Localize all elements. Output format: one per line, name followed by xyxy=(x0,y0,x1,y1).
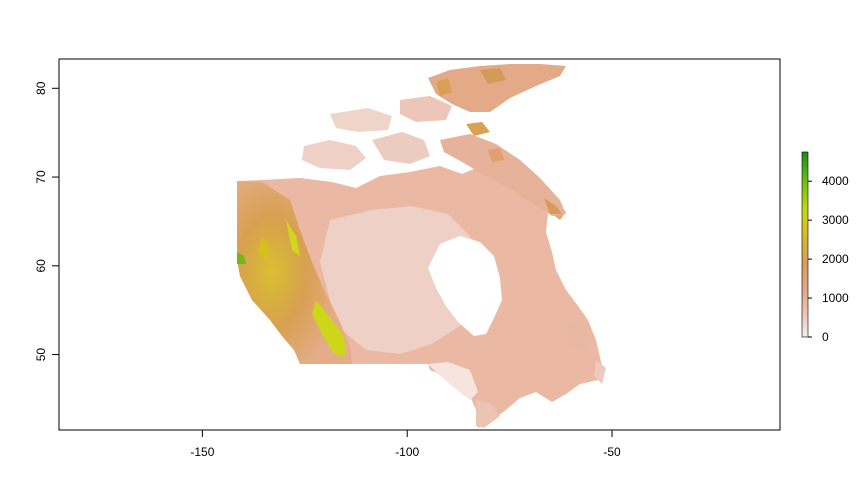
central-lowland xyxy=(320,206,480,354)
legend-ticks: 0 1000 2000 3000 4000 xyxy=(808,174,849,344)
hudson-bay xyxy=(428,236,502,336)
arctic-island-2 xyxy=(372,132,430,164)
baffin-island xyxy=(440,134,566,216)
legend-tick-label: 1000 xyxy=(822,291,849,305)
arctic-island-1 xyxy=(302,140,366,170)
x-tick-label: -150 xyxy=(190,445,214,459)
y-tick-label: 80 xyxy=(34,81,48,95)
legend-colorbar xyxy=(801,151,809,338)
legend-tick-label: 4000 xyxy=(822,174,849,188)
legend-tick-label: 2000 xyxy=(822,252,849,266)
y-tick-label: 70 xyxy=(34,170,48,184)
y-axis: 50 60 70 80 xyxy=(34,81,59,361)
y-tick-label: 60 xyxy=(34,259,48,273)
x-tick-label: -50 xyxy=(603,445,621,459)
canada-raster xyxy=(237,64,606,428)
arctic-island-4 xyxy=(400,96,452,122)
ellesmere-island xyxy=(428,64,566,112)
y-tick-label: 50 xyxy=(34,348,48,362)
x-tick-label: -100 xyxy=(395,445,419,459)
plot-frame xyxy=(58,58,781,431)
legend-tick-label: 0 xyxy=(822,330,829,344)
x-axis: -150 -100 -50 xyxy=(190,430,621,459)
legend-tick-label: 3000 xyxy=(822,213,849,227)
arctic-island-3 xyxy=(330,108,392,132)
color-legend: 0 1000 2000 3000 4000 xyxy=(801,151,849,344)
